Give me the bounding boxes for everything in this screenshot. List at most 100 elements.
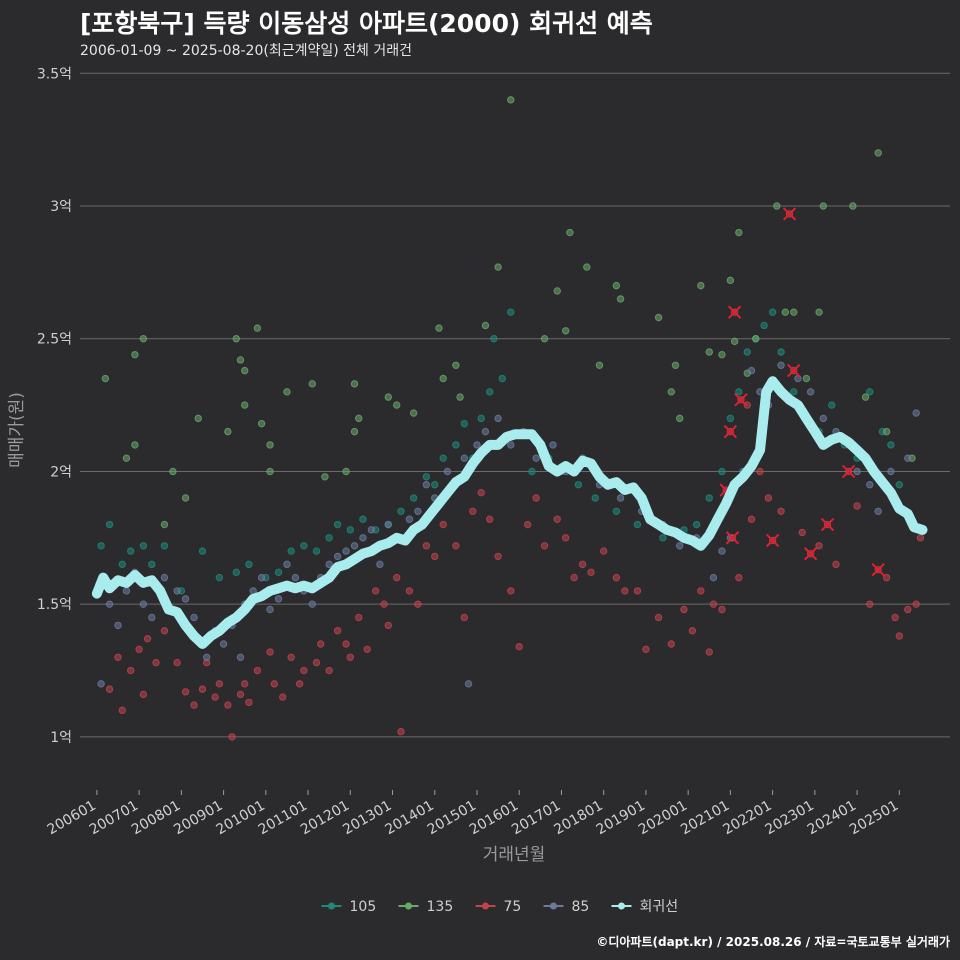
data-point-85: [806, 388, 815, 396]
data-point-75: [633, 587, 642, 595]
grid-lines: [80, 72, 950, 738]
highlight-mark: [723, 424, 738, 439]
data-point-85: [794, 374, 802, 383]
data-point-85: [507, 441, 515, 449]
data-point-85: [202, 653, 211, 661]
data-point-85: [274, 595, 283, 603]
data-point-135: [773, 202, 781, 210]
data-point-105: [612, 507, 621, 515]
data-point-135: [456, 393, 464, 401]
data-point-135: [849, 202, 857, 210]
data-point-75: [587, 568, 595, 577]
highlight-marks: [719, 207, 885, 577]
legend-swatch-point: [328, 902, 335, 910]
legend-label: 회귀선: [640, 899, 679, 915]
data-point-85: [283, 560, 291, 569]
data-point-75: [621, 587, 629, 595]
data-point-75: [198, 685, 207, 693]
x-tick-label: 202501: [847, 798, 901, 839]
highlight-mark: [765, 533, 780, 548]
data-point-135: [697, 281, 705, 290]
data-point-75: [895, 632, 904, 640]
legend-swatch-point: [482, 902, 489, 910]
data-point-85: [819, 414, 828, 423]
data-point-135: [595, 361, 604, 369]
highlight-mark: [725, 531, 740, 545]
data-point-135: [781, 308, 789, 316]
data-point-105: [300, 542, 308, 550]
data-point-85: [777, 361, 785, 369]
data-point-75: [371, 587, 380, 595]
legend-swatch-point: [405, 902, 412, 910]
data-point-75: [904, 605, 912, 614]
data-point-75: [236, 690, 245, 699]
data-point-105: [768, 308, 777, 316]
highlight-mark: [841, 464, 856, 479]
highlight-mark: [820, 517, 835, 532]
data-point-75: [266, 648, 274, 656]
data-point-135: [266, 467, 274, 476]
data-point-75: [228, 733, 236, 741]
data-point-105: [118, 560, 126, 569]
highlight-mark: [803, 547, 818, 561]
data-point-75: [515, 642, 523, 651]
data-point-105: [574, 481, 583, 489]
data-point-85: [718, 547, 726, 555]
data-point-75: [578, 560, 587, 569]
data-point-75: [853, 502, 861, 510]
data-point-75: [295, 680, 304, 688]
data-point-75: [245, 698, 253, 707]
data-point-85: [190, 613, 198, 622]
data-point-75: [747, 515, 756, 523]
data-point-75: [667, 640, 675, 648]
data-point-85: [532, 454, 540, 462]
data-point-105: [346, 526, 354, 534]
data-point-75: [422, 542, 431, 550]
data-point-85: [105, 600, 114, 608]
data-point-85: [422, 481, 431, 489]
data-point-75: [718, 605, 726, 614]
data-point-75: [405, 587, 414, 595]
data-point-135: [705, 348, 713, 356]
data-point-135: [752, 335, 760, 343]
data-point-85: [912, 409, 920, 417]
data-point-135: [452, 361, 460, 369]
data-point-75: [224, 701, 232, 709]
data-point-105: [528, 467, 536, 476]
data-point-105: [498, 374, 507, 383]
data-point-105: [790, 388, 798, 396]
data-point-85: [97, 680, 105, 688]
data-point-85: [333, 552, 342, 561]
data-point-85: [747, 366, 756, 375]
data-point-135: [253, 324, 262, 332]
data-point-75: [114, 653, 122, 661]
data-point-75: [494, 552, 502, 561]
data-point-135: [726, 276, 735, 285]
data-point-75: [414, 600, 422, 608]
data-point-75: [287, 653, 295, 661]
data-point-75: [523, 520, 532, 529]
legend-label: 85: [572, 899, 590, 915]
data-point-85: [122, 587, 131, 595]
data-point-105: [139, 542, 148, 550]
chart-title: [포항북구] 득량 이동삼성 아파트(2000) 회귀선 예측: [80, 9, 653, 38]
data-point-85: [173, 587, 181, 595]
data-point-135: [566, 228, 574, 237]
data-point-135: [583, 263, 591, 271]
legend-item-회귀선: 회귀선: [611, 899, 679, 915]
data-point-75: [798, 528, 806, 537]
data-point-105: [760, 321, 768, 330]
y-tick-label: 2억: [50, 464, 72, 480]
data-point-105: [705, 494, 713, 502]
y-tick-label: 1.5억: [37, 597, 72, 613]
highlight-mark: [727, 305, 742, 319]
data-point-85: [443, 467, 452, 476]
regression-path: [91, 376, 928, 649]
data-point-135: [384, 393, 393, 401]
data-point-75: [173, 658, 181, 667]
x-axis-ticks: 2006012007012008012009012010012011012012…: [45, 790, 901, 839]
data-point-85: [616, 494, 625, 502]
data-point-75: [891, 613, 899, 622]
data-point-135: [790, 308, 798, 316]
